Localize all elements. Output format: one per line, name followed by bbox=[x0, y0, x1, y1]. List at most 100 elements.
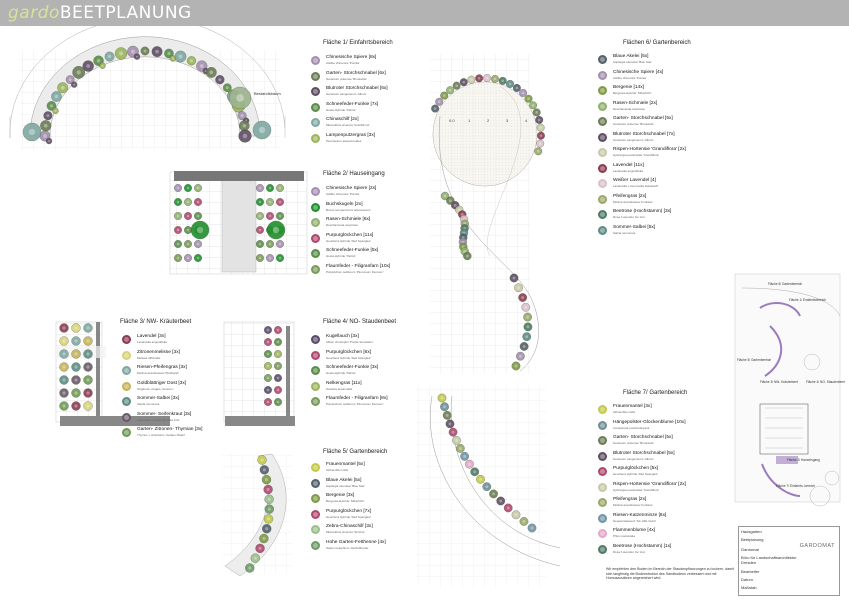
grass-icon bbox=[598, 194, 607, 204]
legend-item-latin: Bergenia-Hybride 'Silberlicht' bbox=[613, 91, 652, 95]
legend-item-latin: Sesleria autumnalis bbox=[326, 386, 353, 391]
geranium-red-icon bbox=[311, 87, 320, 96]
legend-item-name: Flaumfeder - Filigranfarn [10x] bbox=[326, 263, 391, 269]
plant-symbol bbox=[264, 398, 272, 406]
legend-item-name: Flaumfeder - Filigranfarn [8x] bbox=[326, 396, 388, 401]
site-overview-map bbox=[734, 273, 841, 507]
plant-center bbox=[442, 94, 446, 97]
legend-item-name: Pfeifengras [2x] bbox=[613, 497, 647, 502]
section-1-title: Fläche 1/ Einfahrtsbereich bbox=[323, 40, 393, 46]
plant-center bbox=[186, 256, 190, 260]
plant-symbol bbox=[440, 402, 449, 412]
plant-center bbox=[258, 186, 262, 190]
plant-symbol bbox=[59, 336, 69, 346]
heuchera-icon bbox=[311, 233, 320, 243]
legend-item-name: Sommer- Seifenkraut [3x] bbox=[137, 411, 192, 417]
plant-center bbox=[266, 400, 270, 404]
plant-symbol bbox=[523, 312, 532, 322]
plant-center bbox=[196, 256, 200, 260]
legend-item-name: Goldblättriger Dost [3x] bbox=[137, 380, 187, 386]
plant-symbol bbox=[511, 361, 521, 371]
plant-center bbox=[62, 378, 66, 382]
legend-item-latin: Polystichum setiferum 'Plumosum Densum' bbox=[326, 402, 384, 406]
grass-fine-icon bbox=[311, 381, 320, 391]
plant-center bbox=[143, 49, 147, 53]
geranium-red-icon bbox=[598, 132, 607, 142]
plant-center bbox=[276, 388, 280, 392]
fern-icon bbox=[311, 264, 320, 274]
plant-center bbox=[258, 228, 262, 232]
plant-center bbox=[538, 142, 542, 145]
plant-center bbox=[186, 228, 190, 232]
plant-center bbox=[455, 84, 458, 88]
plant-symbol bbox=[43, 111, 53, 121]
legend-item-latin: Campanula poscharskyana bbox=[613, 425, 650, 430]
scale-tick-label: 1 bbox=[468, 118, 471, 123]
plant-symbol bbox=[70, 81, 78, 88]
plant-symbol bbox=[266, 254, 274, 262]
plant-center bbox=[493, 77, 497, 81]
hydrangea-icon bbox=[598, 482, 607, 492]
plant-symbol bbox=[184, 240, 192, 248]
legend-item-name: Zitronenmelisse [3x] bbox=[137, 349, 180, 355]
plant-symbol bbox=[259, 465, 269, 475]
nepeta-icon bbox=[598, 513, 607, 523]
grass-icon bbox=[311, 525, 320, 534]
legend-item-latin: Melissa officinalis bbox=[137, 355, 161, 360]
scale-tick-label: 3 bbox=[506, 118, 509, 123]
astilbe-icon bbox=[311, 187, 320, 196]
heuchera-icon bbox=[598, 467, 607, 476]
plant-symbol bbox=[448, 427, 458, 437]
legend-item-latin: Aquilegia caerulea 'Blue Star' bbox=[613, 60, 653, 64]
rose-icon bbox=[598, 210, 607, 219]
bed-7-garten bbox=[416, 386, 561, 586]
plant-symbol bbox=[71, 349, 81, 359]
plant-center bbox=[469, 78, 473, 82]
plant-symbol bbox=[45, 137, 53, 145]
plant-symbol bbox=[59, 323, 69, 333]
legend-item-name: Schneefeder-Funkie [3x] bbox=[326, 365, 379, 370]
legend-item-name: Frauenmantel [3x] bbox=[613, 404, 652, 409]
bed-6-garten: 0.0 1 2 3 4 bbox=[430, 54, 545, 374]
plant-center bbox=[458, 446, 462, 450]
plant-symbol bbox=[470, 467, 480, 477]
plant-symbol bbox=[174, 254, 182, 262]
plant-symbol bbox=[174, 212, 182, 220]
plant-center bbox=[448, 199, 452, 203]
plant-center bbox=[253, 556, 257, 560]
overview-label-1: Fläche 1/ Einfahrtsbereich bbox=[789, 298, 827, 302]
plant-center bbox=[526, 315, 530, 319]
plant-symbol bbox=[519, 517, 529, 526]
plant-center bbox=[258, 256, 262, 260]
plant-symbol bbox=[506, 79, 514, 88]
plant-symbol bbox=[174, 226, 182, 234]
plant-symbol bbox=[256, 254, 264, 262]
plant-center bbox=[209, 70, 214, 75]
plant-center bbox=[186, 214, 190, 218]
legend-item-name: Bergenie [3x] bbox=[326, 493, 355, 498]
plant-symbol bbox=[529, 101, 538, 110]
plant-symbol bbox=[512, 84, 521, 92]
legend-item-latin: Geranium pratense 'Brookside' bbox=[326, 76, 367, 81]
plant-center bbox=[462, 80, 466, 84]
plant-symbol bbox=[133, 53, 141, 60]
plant-symbol bbox=[71, 401, 81, 411]
legend-item-latin: Rosa 'Lavender Ice' Hst. bbox=[613, 549, 646, 554]
plant-center bbox=[268, 214, 272, 218]
plant-center bbox=[176, 186, 180, 190]
legend-item-name: Lavendel [3x] bbox=[137, 334, 166, 339]
plant-symbol bbox=[475, 74, 484, 83]
plant-symbol bbox=[40, 120, 52, 132]
aquilegia-icon bbox=[311, 478, 320, 488]
scale-tick-label: 0.0 bbox=[449, 118, 455, 123]
legend-item-latin: Saponaria x lempergii 'Max Frei' bbox=[137, 417, 180, 422]
hosta-icon bbox=[311, 249, 320, 258]
plant-center bbox=[437, 100, 441, 104]
plant-symbol bbox=[238, 129, 252, 143]
heuchera-icon bbox=[311, 350, 320, 360]
plant-center bbox=[530, 526, 534, 530]
bed-1-einfahrt bbox=[9, 26, 286, 150]
overview-label-6: Fläche 6/ Gartenbereich bbox=[768, 282, 803, 286]
plant-symbol bbox=[194, 212, 202, 220]
plant-center bbox=[539, 134, 543, 138]
